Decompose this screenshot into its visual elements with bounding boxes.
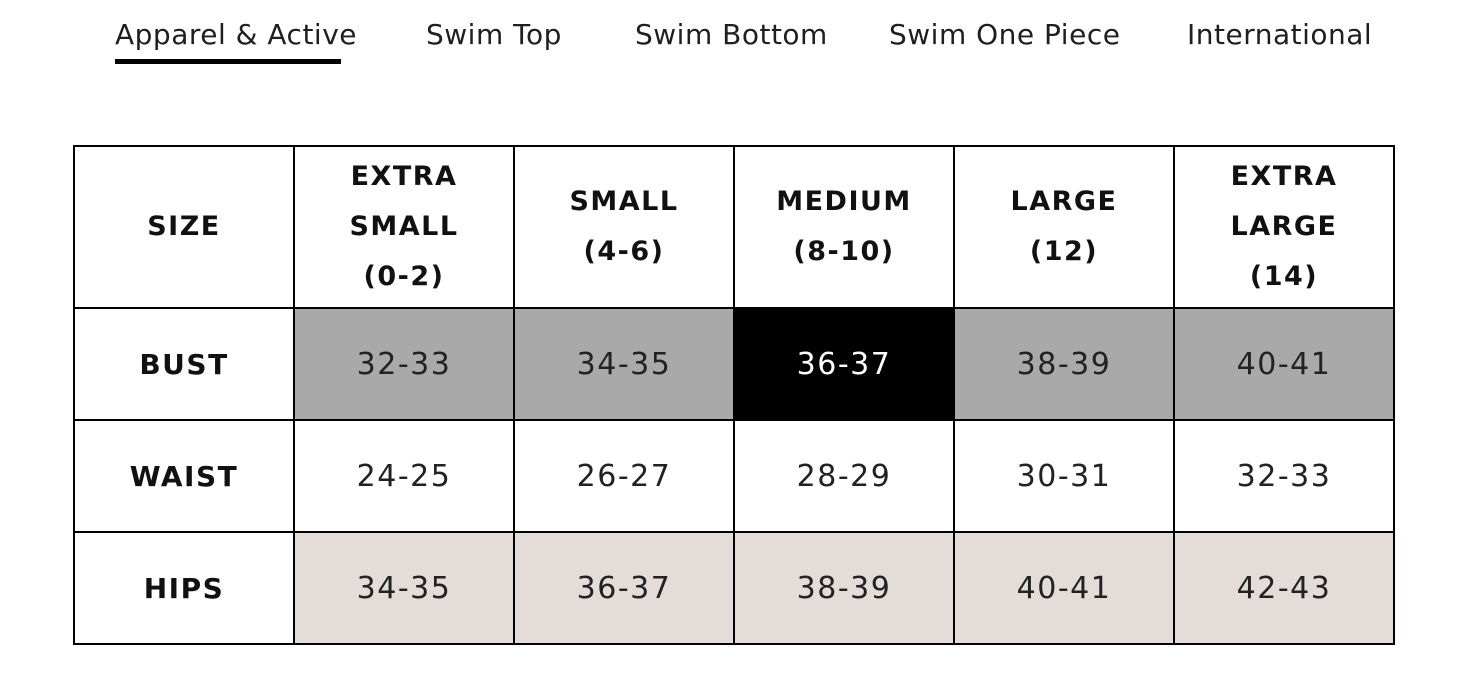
column-range: (0-2)	[363, 261, 445, 292]
bust-cell: 34-35	[513, 307, 735, 421]
column-name: MEDIUM	[776, 186, 912, 217]
bust-cell-highlighted: 36-37	[733, 307, 955, 421]
column-header-small: SMALL (4-6)	[513, 145, 735, 309]
hips-cell: 40-41	[953, 531, 1175, 645]
bust-cell: 38-39	[953, 307, 1175, 421]
waist-cell: 30-31	[953, 419, 1175, 533]
hips-cell: 38-39	[733, 531, 955, 645]
tab-swim-bottom[interactable]: Swim Bottom	[635, 18, 828, 51]
column-header-medium: MEDIUM (8-10)	[733, 145, 955, 309]
column-name: EXTRA LARGE	[1230, 161, 1338, 242]
tab-swim-top[interactable]: Swim Top	[426, 18, 562, 51]
column-range: (4-6)	[583, 236, 665, 267]
column-header-extra-small: EXTRA SMALL (0-2)	[293, 145, 515, 309]
row-label-bust: BUST	[73, 307, 295, 421]
column-range: (14)	[1249, 261, 1319, 292]
table-row-waist: WAIST 24-25 26-27 28-29 30-31 32-33	[73, 419, 1395, 533]
bust-cell: 32-33	[293, 307, 515, 421]
waist-cell: 26-27	[513, 419, 735, 533]
size-header: SIZE	[73, 145, 295, 309]
column-name: EXTRA SMALL	[349, 161, 459, 242]
table-row-hips: HIPS 34-35 36-37 38-39 40-41 42-43	[73, 531, 1395, 645]
hips-cell: 34-35	[293, 531, 515, 645]
tab-apparel-active[interactable]: Apparel & Active	[115, 18, 357, 64]
waist-cell: 28-29	[733, 419, 955, 533]
size-category-tabs: Apparel & Active Swim Top Swim Bottom Sw…	[0, 0, 1472, 70]
row-label-waist: WAIST	[73, 419, 295, 533]
size-chart-table: SIZE EXTRA SMALL (0-2) SMALL (4-6) MEDIU…	[73, 145, 1395, 645]
column-range: (12)	[1029, 236, 1099, 267]
tab-swim-one-piece[interactable]: Swim One Piece	[889, 18, 1121, 51]
hips-cell: 42-43	[1173, 531, 1395, 645]
hips-cell: 36-37	[513, 531, 735, 645]
tab-international[interactable]: International	[1187, 18, 1373, 51]
column-header-extra-large: EXTRA LARGE (14)	[1173, 145, 1395, 309]
column-range: (8-10)	[793, 236, 895, 267]
table-row-bust: BUST 32-33 34-35 36-37 38-39 40-41	[73, 307, 1395, 421]
row-label-hips: HIPS	[73, 531, 295, 645]
column-name: SMALL	[569, 186, 679, 217]
table-header-row: SIZE EXTRA SMALL (0-2) SMALL (4-6) MEDIU…	[73, 145, 1395, 309]
column-header-large: LARGE (12)	[953, 145, 1175, 309]
column-name: LARGE	[1010, 186, 1118, 217]
waist-cell: 24-25	[293, 419, 515, 533]
bust-cell: 40-41	[1173, 307, 1395, 421]
waist-cell: 32-33	[1173, 419, 1395, 533]
